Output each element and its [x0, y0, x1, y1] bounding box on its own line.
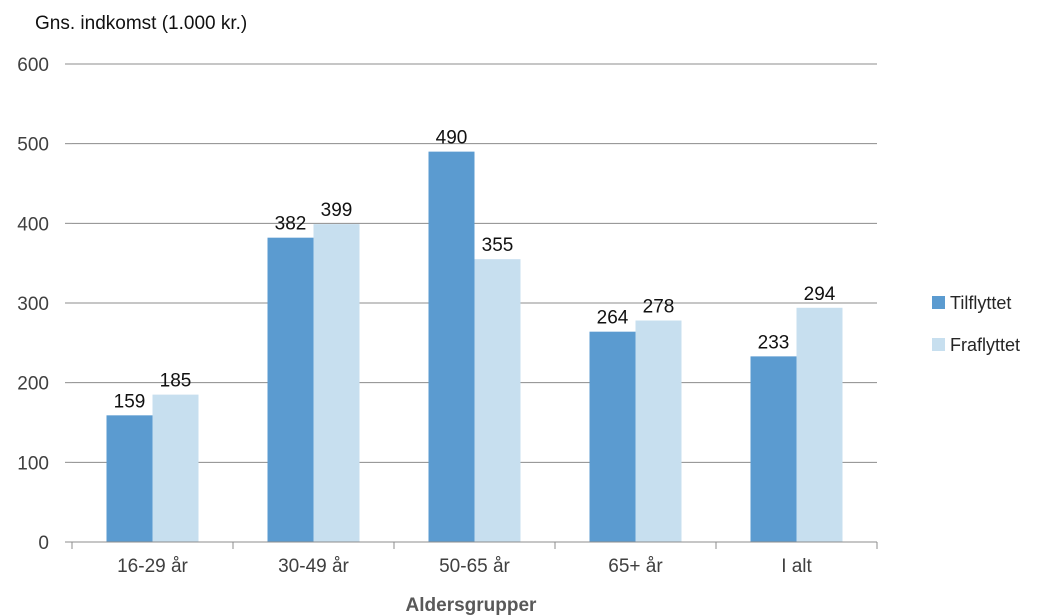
x-axis-ticks: 16-29 år 30-49 år 50-65 år 65+ år I alt: [72, 542, 877, 577]
x-axis-title: Aldersgrupper: [406, 595, 538, 615]
bar-tilflyttet: [268, 238, 314, 542]
bar-fraflyttet: [797, 308, 843, 542]
data-label: 233: [758, 332, 790, 353]
x-tick-label: 50-65 år: [439, 556, 510, 577]
legend-swatch-fraflyttet: [932, 338, 945, 351]
y-tick-label: 200: [17, 374, 49, 395]
data-label: 278: [643, 297, 675, 318]
bar-fraflyttet: [475, 259, 521, 542]
legend-label-fraflyttet: Fraflyttet: [950, 335, 1020, 355]
x-tick-label: I alt: [781, 556, 812, 577]
y-tick-label: 500: [17, 135, 49, 156]
bar-fraflyttet: [636, 321, 682, 542]
x-tick-label: 30-49 år: [278, 556, 349, 577]
data-label: 490: [436, 128, 468, 149]
bar-tilflyttet: [429, 152, 475, 542]
x-tick-label: 65+ år: [608, 556, 663, 577]
legend-label-tilflyttet: Tilflyttet: [950, 293, 1011, 313]
bar-tilflyttet: [590, 332, 636, 542]
bars: [107, 152, 843, 542]
data-label: 294: [804, 284, 836, 305]
data-label: 185: [160, 371, 192, 392]
y-tick-label: 300: [17, 294, 49, 315]
data-label: 382: [275, 214, 307, 235]
data-label: 159: [114, 391, 146, 412]
y-tick-label: 100: [17, 453, 49, 474]
data-label: 355: [482, 235, 514, 256]
x-tick-label: 16-29 år: [117, 556, 188, 577]
legend: Tilflyttet Fraflyttet: [932, 293, 1020, 355]
data-label: 264: [597, 308, 629, 329]
bar-tilflyttet: [107, 415, 153, 542]
bar-fraflyttet: [153, 395, 199, 542]
data-label: 399: [321, 200, 353, 221]
y-tick-label: 400: [17, 214, 49, 235]
bar-tilflyttet: [751, 356, 797, 542]
y-tick-label: 600: [17, 55, 49, 76]
y-axis-title: Gns. indkomst (1.000 kr.): [35, 13, 247, 34]
y-tick-label: 0: [38, 533, 49, 554]
y-axis-ticks: 0 100 200 300 400 500 600: [17, 55, 72, 554]
legend-swatch-tilflyttet: [932, 296, 945, 309]
bar-fraflyttet: [314, 224, 360, 542]
